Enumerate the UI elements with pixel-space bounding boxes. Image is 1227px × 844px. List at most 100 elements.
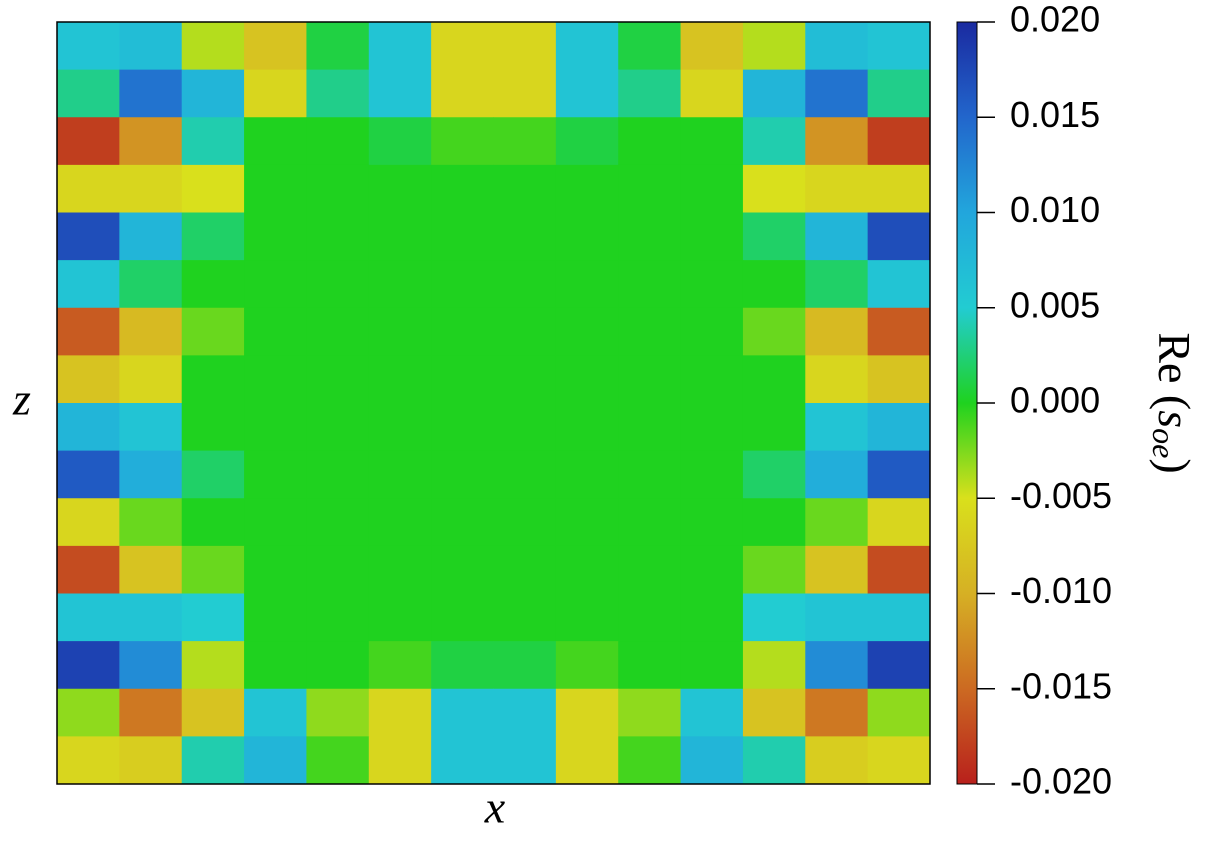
heatmap-cell xyxy=(555,545,619,594)
heatmap-cell xyxy=(742,22,806,71)
heatmap-cell xyxy=(244,403,307,452)
heatmap-cell xyxy=(306,22,370,71)
heatmap-cell xyxy=(555,498,619,547)
heatmap-cell xyxy=(493,450,557,499)
heatmap-cell xyxy=(680,641,744,690)
heatmap-cell xyxy=(306,593,370,642)
heatmap-cell xyxy=(493,688,557,737)
heatmap-cell xyxy=(742,545,806,594)
colorbar-tick-label: 0.000 xyxy=(1010,380,1100,421)
heatmap-cell xyxy=(742,498,806,547)
heatmap-cell xyxy=(867,355,931,404)
heatmap-cell xyxy=(555,736,619,785)
heatmap-cell xyxy=(805,212,869,261)
heatmap-cell xyxy=(306,212,370,261)
heatmap-cell xyxy=(680,117,744,166)
heatmap-cell xyxy=(742,593,806,642)
heatmap-cell xyxy=(555,593,619,642)
heatmap-cell xyxy=(181,641,245,690)
heatmap-cell xyxy=(306,307,370,356)
heatmap-cell xyxy=(618,307,682,356)
heatmap-cell xyxy=(431,403,494,452)
heatmap-cell xyxy=(493,736,557,785)
heatmap-cell xyxy=(867,403,931,452)
heatmap-cell xyxy=(306,688,370,737)
heatmap-cell xyxy=(680,498,744,547)
heatmap-cell xyxy=(119,545,183,594)
heatmap-cell xyxy=(680,22,744,71)
heatmap-cell xyxy=(742,641,806,690)
heatmap-cell xyxy=(431,212,494,261)
heatmap-cell xyxy=(680,260,744,309)
heatmap-cell xyxy=(368,736,432,785)
heatmap-cell xyxy=(368,545,432,594)
heatmap-cell xyxy=(119,164,183,213)
heatmap-cell xyxy=(119,450,183,499)
colorbar-tick-label: -0.010 xyxy=(1010,570,1112,611)
heatmap-cell xyxy=(805,641,869,690)
heatmap-cell xyxy=(867,450,931,499)
heatmap-cell xyxy=(431,545,494,594)
heatmap-cell xyxy=(306,641,370,690)
heatmap-cell xyxy=(680,355,744,404)
heatmap-cell xyxy=(244,545,307,594)
heatmap-cell xyxy=(181,403,245,452)
heatmap-cell xyxy=(805,498,869,547)
colorbar-tick-label: 0.015 xyxy=(1010,94,1100,135)
heatmap-cell xyxy=(742,164,806,213)
heatmap-cell xyxy=(181,212,245,261)
heatmap-cell xyxy=(805,736,869,785)
heatmap-cell xyxy=(181,688,245,737)
heatmap-cell xyxy=(867,212,931,261)
heatmap-cell xyxy=(867,260,931,309)
heatmap-cell xyxy=(742,736,806,785)
heatmap-cell xyxy=(680,736,744,785)
label-suffix: ) xyxy=(1149,458,1200,473)
heatmap-cell xyxy=(805,688,869,737)
heatmap-cell xyxy=(680,307,744,356)
x-axis-label: x xyxy=(484,782,506,833)
heatmap-cell xyxy=(244,688,307,737)
heatmap-cell xyxy=(431,736,494,785)
heatmap-cell xyxy=(742,403,806,452)
heatmap-cell xyxy=(306,117,370,166)
heatmap-cell xyxy=(867,593,931,642)
heatmap-cell xyxy=(306,498,370,547)
heatmap-cell xyxy=(244,450,307,499)
heatmap-cell xyxy=(805,260,869,309)
heatmap-cell xyxy=(493,164,557,213)
heatmap-cell xyxy=(555,212,619,261)
heatmap-cell xyxy=(867,498,931,547)
heatmap-cell xyxy=(368,260,432,309)
heatmap-cell xyxy=(493,545,557,594)
heatmap-cell xyxy=(181,593,245,642)
heatmap-cell xyxy=(306,736,370,785)
heatmap-cell xyxy=(431,22,494,71)
heatmap-cell xyxy=(57,212,120,261)
heatmap-cell xyxy=(805,355,869,404)
heatmap-cell xyxy=(244,355,307,404)
heatmap-cell xyxy=(368,22,432,71)
heatmap-cell xyxy=(57,355,120,404)
heatmap-cell xyxy=(805,545,869,594)
heatmap-cell xyxy=(119,260,183,309)
heatmap-cell xyxy=(680,212,744,261)
heatmap-cell xyxy=(742,688,806,737)
heatmap-cell xyxy=(57,450,120,499)
heatmap-cell xyxy=(680,545,744,594)
heatmap-cell xyxy=(57,403,120,452)
heatmap-cell xyxy=(119,355,183,404)
heatmap-cell xyxy=(618,69,682,118)
heatmap-cell xyxy=(368,688,432,737)
heatmap-cell xyxy=(119,212,183,261)
heatmap-cell xyxy=(431,307,494,356)
heatmap-cell xyxy=(493,593,557,642)
label-symbol: s xyxy=(1149,410,1200,428)
heatmap-cell xyxy=(244,498,307,547)
heatmap-cell xyxy=(119,498,183,547)
heatmap-cell xyxy=(493,117,557,166)
heatmap-cell xyxy=(618,545,682,594)
heatmap-cell xyxy=(618,164,682,213)
heatmap-cell xyxy=(368,403,432,452)
